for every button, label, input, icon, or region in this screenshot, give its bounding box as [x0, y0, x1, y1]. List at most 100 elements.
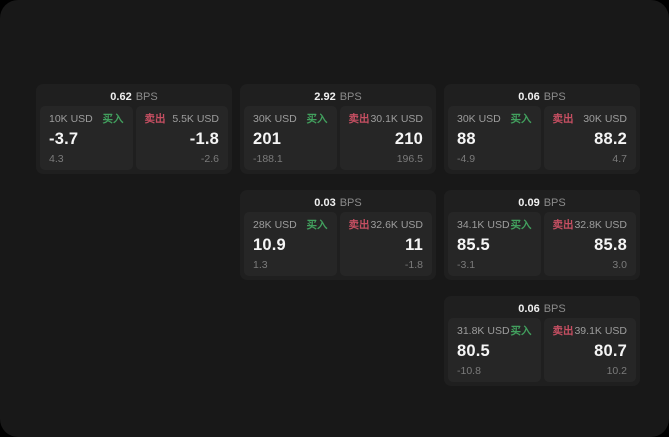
sell-value: 11 [405, 235, 423, 254]
buy-button[interactable]: 买入 [510, 219, 532, 231]
sell-delta: 3.0 [612, 259, 627, 271]
buy-panel[interactable]: 30K USD 买入 201 -188.1 [244, 106, 337, 170]
sell-panel[interactable]: 卖出 5.5K USD -1.8 -2.6 [135, 106, 228, 170]
bps-value: 2.92 [314, 90, 336, 103]
card-header: 0.09 BPS [448, 193, 636, 212]
buy-delta: -3.1 [457, 259, 476, 271]
quote-card: 0.06 BPS 31.8K USD 买入 80.5 -10.8 卖出 39.1… [444, 296, 640, 386]
buy-button[interactable]: 买入 [306, 113, 328, 125]
buy-amount: 30K USD [253, 113, 297, 125]
card-body: 31.8K USD 买入 80.5 -10.8 卖出 39.1K USD 80.… [448, 318, 636, 382]
buy-value: 201 [253, 129, 282, 148]
buy-panel[interactable]: 30K USD 买入 88 -4.9 [448, 106, 541, 170]
buy-delta: -188.1 [253, 153, 283, 165]
sell-amount: 39.1K USD [574, 325, 627, 337]
bps-unit-label: BPS [339, 90, 362, 103]
bps-unit-label: BPS [543, 302, 566, 315]
quote-card: 0.62 BPS 10K USD 买入 -3.7 4.3 卖出 5.5K USD… [36, 84, 232, 174]
card-body: 28K USD 买入 10.9 1.3 卖出 32.6K USD 11 -1.8 [244, 212, 432, 276]
sell-panel[interactable]: 卖出 32.6K USD 11 -1.8 [339, 212, 432, 276]
sell-delta: 4.7 [612, 153, 627, 165]
buy-delta: -4.9 [457, 153, 476, 165]
bps-value: 0.06 [518, 302, 540, 315]
sell-panel-top: 卖出 5.5K USD [145, 113, 220, 125]
bps-value: 0.09 [518, 196, 540, 209]
cards-grid: 0.62 BPS 10K USD 买入 -3.7 4.3 卖出 5.5K USD… [36, 84, 640, 386]
buy-panel-top: 10K USD 买入 [49, 113, 124, 125]
bps-value: 0.06 [518, 90, 540, 103]
sell-panel-top: 卖出 39.1K USD [553, 325, 628, 337]
card-header: 2.92 BPS [244, 87, 432, 106]
sell-amount: 32.6K USD [370, 219, 423, 231]
sell-delta: 10.2 [606, 365, 627, 377]
buy-value: 85.5 [457, 235, 490, 254]
bps-unit-label: BPS [339, 196, 362, 209]
buy-amount: 10K USD [49, 113, 93, 125]
buy-value: 80.5 [457, 341, 490, 360]
sell-panel-top: 卖出 32.6K USD [349, 219, 424, 231]
buy-value: 88 [457, 129, 476, 148]
sell-delta: -2.6 [200, 153, 219, 165]
sell-value: 85.8 [594, 235, 627, 254]
quote-card: 0.09 BPS 34.1K USD 买入 85.5 -3.1 卖出 32.8K… [444, 190, 640, 280]
sell-amount: 30.1K USD [370, 113, 423, 125]
buy-panel-top: 31.8K USD 买入 [457, 325, 532, 337]
card-header: 0.06 BPS [448, 87, 636, 106]
buy-button[interactable]: 买入 [102, 113, 124, 125]
sell-panel-top: 卖出 30.1K USD [349, 113, 424, 125]
bps-value: 0.62 [110, 90, 132, 103]
sell-panel-top: 卖出 30K USD [553, 113, 628, 125]
sell-amount: 5.5K USD [172, 113, 219, 125]
sell-button[interactable]: 卖出 [552, 219, 574, 231]
buy-panel[interactable]: 28K USD 买入 10.9 1.3 [244, 212, 337, 276]
sell-button[interactable]: 卖出 [552, 325, 574, 337]
buy-button[interactable]: 买入 [306, 219, 328, 231]
sell-amount: 32.8K USD [574, 219, 627, 231]
bps-unit-label: BPS [543, 90, 566, 103]
buy-delta: 4.3 [49, 153, 64, 165]
card-body: 10K USD 买入 -3.7 4.3 卖出 5.5K USD -1.8 -2.… [40, 106, 228, 170]
sell-value: 80.7 [594, 341, 627, 360]
buy-button[interactable]: 买入 [510, 113, 532, 125]
buy-panel-top: 28K USD 买入 [253, 219, 328, 231]
buy-button[interactable]: 买入 [510, 325, 532, 337]
sell-amount: 30K USD [583, 113, 627, 125]
sell-panel-top: 卖出 32.8K USD [553, 219, 628, 231]
sell-panel[interactable]: 卖出 39.1K USD 80.7 10.2 [543, 318, 636, 382]
sell-value: 88.2 [594, 129, 627, 148]
sell-value: -1.8 [189, 129, 219, 148]
buy-panel-top: 30K USD 买入 [253, 113, 328, 125]
buy-delta: 1.3 [253, 259, 268, 271]
card-body: 30K USD 买入 88 -4.9 卖出 30K USD 88.2 4.7 [448, 106, 636, 170]
quote-card: 0.06 BPS 30K USD 买入 88 -4.9 卖出 30K USD 8… [444, 84, 640, 174]
sell-button[interactable]: 卖出 [348, 113, 370, 125]
buy-panel-top: 30K USD 买入 [457, 113, 532, 125]
buy-value: -3.7 [49, 129, 79, 148]
sell-delta: 196.5 [396, 153, 423, 165]
buy-panel[interactable]: 34.1K USD 买入 85.5 -3.1 [448, 212, 541, 276]
bps-unit-label: BPS [543, 196, 566, 209]
buy-amount: 28K USD [253, 219, 297, 231]
sell-button[interactable]: 卖出 [144, 113, 166, 125]
sell-panel[interactable]: 卖出 32.8K USD 85.8 3.0 [543, 212, 636, 276]
quote-card: 2.92 BPS 30K USD 买入 201 -188.1 卖出 30.1K … [240, 84, 436, 174]
buy-panel[interactable]: 31.8K USD 买入 80.5 -10.8 [448, 318, 541, 382]
buy-panel[interactable]: 10K USD 买入 -3.7 4.3 [40, 106, 133, 170]
sell-panel[interactable]: 卖出 30.1K USD 210 196.5 [339, 106, 432, 170]
quote-card: 0.03 BPS 28K USD 买入 10.9 1.3 卖出 32.6K US… [240, 190, 436, 280]
buy-amount: 30K USD [457, 113, 501, 125]
sell-button[interactable]: 卖出 [552, 113, 574, 125]
buy-delta: -10.8 [457, 365, 481, 377]
card-header: 0.06 BPS [448, 299, 636, 318]
buy-panel-top: 34.1K USD 买入 [457, 219, 532, 231]
buy-amount: 34.1K USD [457, 219, 510, 231]
buy-amount: 31.8K USD [457, 325, 510, 337]
card-body: 34.1K USD 买入 85.5 -3.1 卖出 32.8K USD 85.8… [448, 212, 636, 276]
bps-unit-label: BPS [135, 90, 158, 103]
sell-panel[interactable]: 卖出 30K USD 88.2 4.7 [543, 106, 636, 170]
card-body: 30K USD 买入 201 -188.1 卖出 30.1K USD 210 1… [244, 106, 432, 170]
sell-delta: -1.8 [404, 259, 423, 271]
sell-button[interactable]: 卖出 [348, 219, 370, 231]
bps-value: 0.03 [314, 196, 336, 209]
